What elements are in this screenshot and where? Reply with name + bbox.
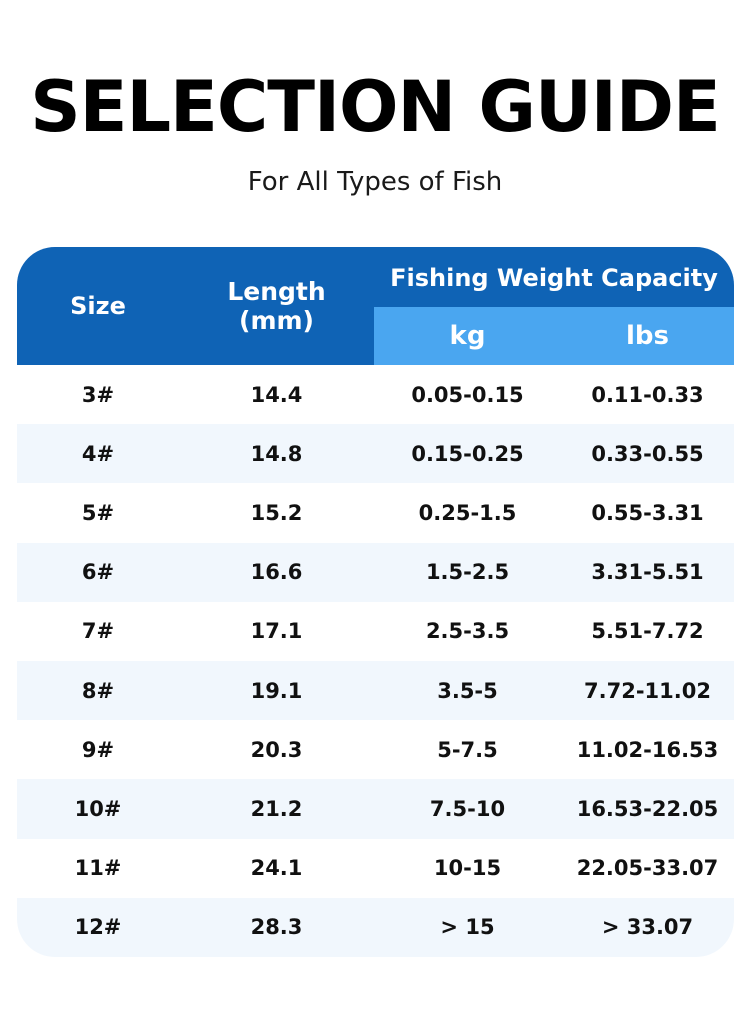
table-row: 8# 19.1 3.5-5 7.72-11.02 — [17, 660, 734, 721]
cell-lbs: > 33.07 — [601, 915, 694, 940]
page-title: SELECTION GUIDE — [30, 66, 721, 148]
cell-lbs: 11.02-16.53 — [576, 737, 719, 762]
cell-lbs: 22.05-33.07 — [576, 856, 719, 881]
cell-kg: 7.5-10 — [429, 796, 506, 821]
cell-size: 5# — [81, 500, 115, 525]
cell-size: 6# — [81, 560, 115, 585]
cell-kg: 0.25-1.5 — [418, 500, 517, 525]
cell-size: 8# — [81, 678, 115, 703]
cell-kg: > 15 — [440, 915, 495, 940]
cell-size: 11# — [74, 856, 122, 881]
cell-kg: 0.05-0.15 — [411, 382, 524, 407]
table-subheader — [374, 307, 734, 365]
page-subtitle: For All Types of Fish — [247, 167, 503, 197]
table-row: 11# 24.1 10-15 22.05-33.07 — [17, 838, 734, 898]
cell-size: 3# — [81, 382, 115, 407]
table-row: 10# 21.2 7.5-10 16.53-22.05 — [17, 779, 734, 839]
cell-lbs: 0.11-0.33 — [591, 382, 704, 407]
selection-table: Size Length (mm) Fishing Weight Capacity… — [17, 247, 734, 957]
cell-length: 21.2 — [250, 796, 303, 821]
cell-kg: 3.5-5 — [437, 678, 498, 703]
header-length: Length (mm) — [179, 247, 374, 365]
cell-lbs: 0.33-0.55 — [591, 441, 704, 466]
header-kg: kg — [449, 321, 486, 351]
table-body: 3# 14.4 0.05-0.15 0.11-0.33 4# 14.8 0.15… — [17, 365, 734, 957]
cell-lbs: 5.51-7.72 — [591, 619, 704, 644]
cell-size: 12# — [74, 915, 122, 940]
table-row: 12# 28.3 > 15 > 33.07 — [17, 897, 734, 957]
cell-kg: 2.5-3.5 — [425, 619, 510, 644]
cell-length: 28.3 — [250, 915, 303, 940]
cell-lbs: 3.31-5.51 — [591, 560, 704, 585]
table-row: 5# 15.2 0.25-1.5 0.55-3.31 — [17, 483, 734, 543]
table-row: 9# 20.3 5-7.5 11.02-16.53 — [17, 720, 734, 780]
header-lbs: lbs — [626, 321, 669, 351]
cell-kg: 10-15 — [433, 856, 502, 881]
cell-length: 15.2 — [250, 500, 303, 525]
cell-length: 24.1 — [250, 856, 303, 881]
cell-length: 20.3 — [250, 737, 303, 762]
cell-size: 9# — [81, 737, 115, 762]
header-length-unit: (mm) — [239, 306, 314, 335]
header-length-label: Length — [227, 277, 326, 306]
header-capacity: Fishing Weight Capacity — [390, 264, 718, 292]
cell-lbs: 0.55-3.31 — [591, 500, 704, 525]
cell-kg: 1.5-2.5 — [425, 560, 510, 585]
cell-length: 14.8 — [250, 441, 303, 466]
cell-lbs: 16.53-22.05 — [576, 796, 719, 821]
cell-length: 14.4 — [250, 382, 303, 407]
cell-length: 17.1 — [250, 619, 303, 644]
cell-kg: 0.15-0.25 — [411, 441, 524, 466]
table-row: 3# 14.4 0.05-0.15 0.11-0.33 — [17, 365, 734, 425]
cell-kg: 5-7.5 — [437, 737, 498, 762]
cell-size: 4# — [81, 441, 115, 466]
table-row: 7# 17.1 2.5-3.5 5.51-7.72 — [17, 601, 734, 661]
table-row: 6# 16.6 1.5-2.5 3.31-5.51 — [17, 542, 734, 602]
cell-length: 16.6 — [250, 560, 303, 585]
cell-size: 7# — [81, 619, 115, 644]
cell-length: 19.1 — [250, 678, 303, 703]
cell-size: 10# — [74, 796, 122, 821]
header-size: Size — [70, 292, 126, 320]
cell-lbs: 7.72-11.02 — [584, 678, 711, 703]
table-row: 4# 14.8 0.15-0.25 0.33-0.55 — [17, 424, 734, 484]
